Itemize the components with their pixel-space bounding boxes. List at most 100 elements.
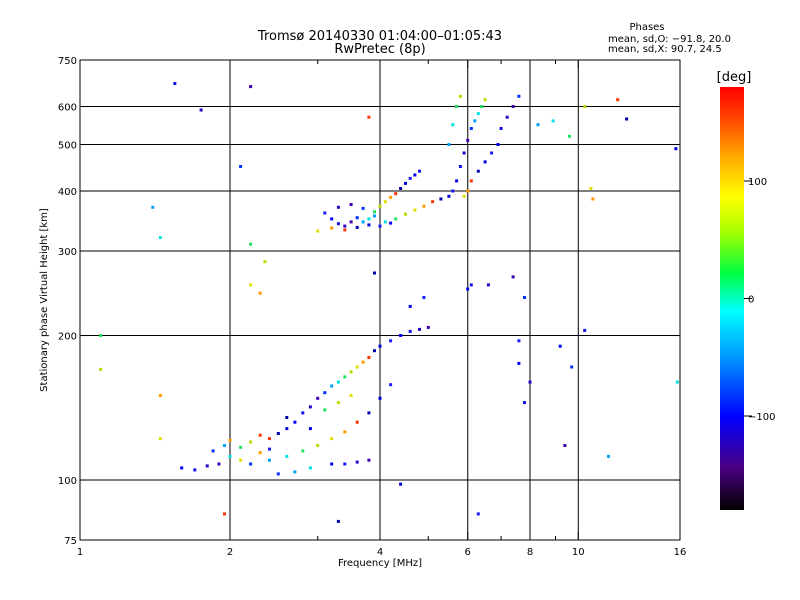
- data-point: [349, 220, 353, 224]
- stats-line: mean, sd,X: 90.7, 24.5: [608, 44, 722, 55]
- data-point: [228, 454, 232, 458]
- colorbar-tick-label: −100: [748, 412, 775, 423]
- data-point: [330, 384, 334, 388]
- data-point: [568, 134, 571, 138]
- stats-line: mean, sd,O: −91.8, 20.0: [608, 34, 731, 45]
- data-point: [316, 444, 320, 447]
- data-point: [263, 260, 267, 264]
- data-point: [458, 165, 462, 168]
- data-point: [458, 94, 462, 98]
- data-point: [336, 380, 340, 384]
- data-point: [367, 356, 371, 359]
- data-point: [268, 458, 271, 462]
- data-point: [399, 187, 403, 190]
- x-tick-label: 8: [527, 547, 533, 558]
- data-point: [583, 105, 587, 108]
- data-point: [308, 427, 312, 431]
- data-point: [466, 138, 470, 142]
- data-point: [199, 108, 203, 112]
- data-point: [511, 275, 515, 279]
- data-point: [551, 119, 555, 123]
- data-point: [378, 224, 382, 228]
- data-point: [466, 287, 470, 291]
- data-point: [323, 211, 327, 215]
- data-point: [476, 169, 480, 173]
- colorbar: [deg] 100 0 −100: [717, 70, 775, 510]
- data-point: [330, 217, 334, 221]
- data-point: [466, 189, 470, 193]
- data-point: [285, 454, 289, 458]
- data-point: [469, 283, 473, 287]
- data-point: [158, 437, 162, 441]
- data-point: [217, 462, 221, 466]
- data-point: [308, 405, 312, 409]
- data-point: [517, 94, 521, 98]
- data-point: [589, 187, 593, 190]
- data-point: [607, 454, 610, 458]
- data-point: [293, 420, 297, 424]
- x-tick-label: 2: [227, 547, 233, 558]
- colorbar-ticks: 100 0 −100: [744, 177, 775, 423]
- y-axis-label: Stationary phase Virtual Height [km]: [39, 208, 50, 392]
- data-point: [563, 444, 567, 447]
- data-point: [349, 394, 353, 397]
- data-point: [367, 217, 371, 221]
- data-point: [151, 205, 155, 209]
- data-point: [373, 349, 376, 353]
- data-point: [367, 411, 371, 415]
- data-point: [355, 365, 359, 369]
- data-point: [276, 472, 280, 476]
- data-point: [316, 396, 320, 400]
- chart-subtitle: RwPretec (8p): [334, 42, 425, 57]
- y-tick-label: 75: [64, 536, 77, 547]
- data-point: [517, 339, 521, 343]
- data-point: [476, 512, 480, 516]
- data-point: [239, 165, 243, 168]
- data-point: [336, 222, 340, 226]
- grid-lines: [80, 60, 680, 540]
- data-point: [394, 217, 398, 221]
- data-point: [378, 344, 382, 348]
- data-point: [490, 151, 494, 155]
- data-point: [558, 344, 562, 348]
- data-point: [258, 451, 262, 455]
- data-point: [422, 296, 426, 299]
- data-point: [505, 115, 509, 119]
- data-point: [293, 470, 297, 474]
- data-point: [378, 396, 382, 400]
- data-point: [496, 143, 500, 146]
- data-point: [404, 181, 407, 185]
- data-point: [223, 512, 226, 516]
- colorbar-label: [deg]: [717, 70, 752, 85]
- data-point: [591, 197, 595, 201]
- data-point: [330, 226, 334, 230]
- x-tick-label: 4: [377, 547, 383, 558]
- data-point: [239, 445, 243, 449]
- y-tick-label: 200: [58, 332, 77, 343]
- data-point: [570, 365, 574, 369]
- data-point: [447, 143, 451, 146]
- data-point: [330, 462, 334, 466]
- data-point: [413, 173, 417, 177]
- data-point: [413, 208, 417, 212]
- data-point: [173, 82, 177, 85]
- data-point: [205, 464, 209, 468]
- data-point: [389, 195, 393, 199]
- x-tick-label: 1: [77, 547, 83, 558]
- chart-title: Tromsø 20140330 01:04:00–01:05:43: [257, 29, 502, 44]
- data-point: [483, 160, 487, 164]
- data-point: [228, 438, 232, 442]
- data-point: [675, 380, 679, 384]
- colorbar-tick-label: 100: [748, 177, 767, 188]
- data-point: [483, 98, 487, 102]
- data-point: [249, 283, 253, 287]
- data-point: [258, 433, 262, 437]
- data-point: [343, 375, 347, 379]
- data-point: [99, 334, 103, 337]
- data-point: [355, 225, 359, 229]
- data-point: [308, 466, 312, 470]
- data-point: [343, 430, 347, 434]
- data-point: [523, 296, 526, 299]
- colorbar-gradient: [720, 87, 744, 510]
- data-point: [330, 437, 334, 441]
